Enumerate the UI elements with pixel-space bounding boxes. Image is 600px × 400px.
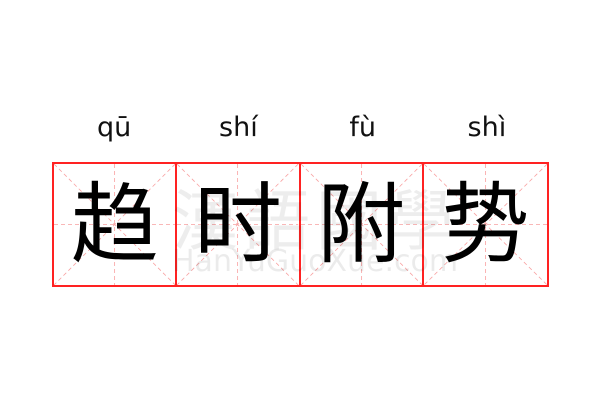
pinyin-2: shí	[219, 112, 258, 143]
character-cell: 时	[177, 164, 301, 285]
hanzi-4: 势	[441, 172, 530, 276]
hanzi-3: 附	[317, 172, 406, 276]
character-cell: 势	[424, 164, 547, 285]
character-cell: 趋	[54, 164, 178, 285]
pinyin-1: qū	[96, 112, 132, 143]
watermark-latin: HanYuGuoXue.com	[172, 244, 459, 279]
hanzi-1: 趋	[70, 172, 159, 276]
character-cell: 附	[301, 164, 424, 285]
hanzi-2: 时	[193, 172, 282, 276]
watermark-chinese: 漢語國學	[172, 183, 460, 260]
character-grid: 趋 时 附 势	[52, 162, 549, 287]
guide-lines	[301, 164, 422, 285]
pinyin-3: fù	[349, 112, 376, 143]
guide-lines	[54, 164, 175, 285]
guide-lines	[177, 164, 298, 285]
guide-lines	[424, 164, 547, 285]
pinyin-4: shì	[467, 112, 507, 143]
pinyin-row: qū shí fù shì	[52, 108, 549, 148]
